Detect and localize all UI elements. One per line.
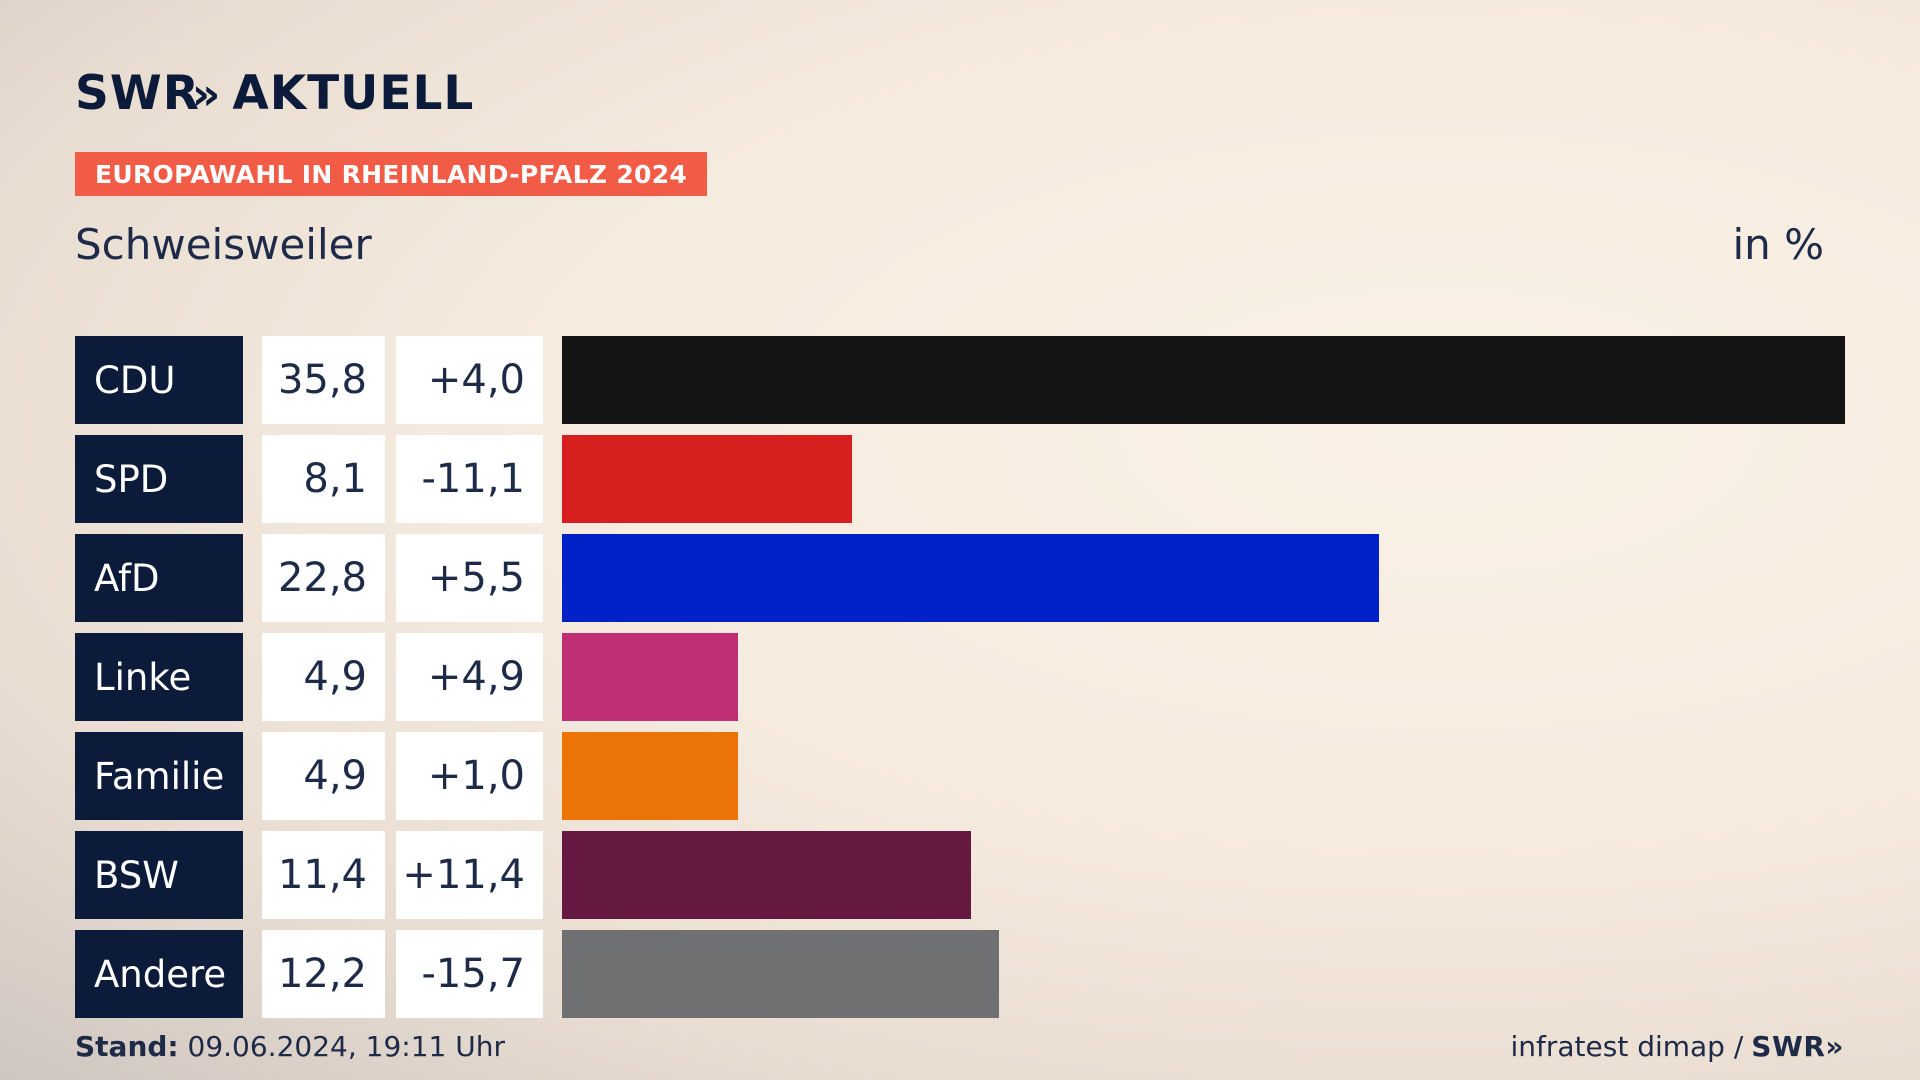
vote-change-value: +4,9 — [396, 633, 543, 721]
party-label: BSW — [75, 831, 243, 919]
vote-share-value: 4,9 — [262, 732, 385, 820]
source-credit: infratest dimap / SWR» — [1510, 1030, 1844, 1063]
party-label: AfD — [75, 534, 243, 622]
result-row-spd: SPD 8,1 -11,1 — [75, 435, 1845, 523]
swr-logo-small: SWR» — [1751, 1030, 1844, 1063]
vote-change-value: +4,0 — [396, 336, 543, 424]
result-row-linke: Linke 4,9 +4,9 — [75, 633, 1845, 721]
bar-spd — [562, 435, 852, 523]
result-row-bsw: BSW 11,4 +11,4 — [75, 831, 1845, 919]
swr-aktuell-logo: SWR» AKTUELL — [75, 66, 474, 121]
result-row-andere: Andere 12,2 -15,7 — [75, 930, 1845, 1018]
bar-bsw — [562, 831, 971, 919]
bar-linke — [562, 633, 738, 721]
logo-text: AKTUELL — [232, 66, 475, 121]
party-label: Andere — [75, 930, 243, 1018]
bar-familie — [562, 732, 738, 820]
election-tag: EUROPAWAHL IN RHEINLAND-PFALZ 2024 — [75, 152, 708, 196]
party-label: CDU — [75, 336, 243, 424]
vote-change-value: +5,5 — [396, 534, 543, 622]
vote-share-value: 8,1 — [262, 435, 385, 523]
result-row-afd: AfD 22,8 +5,5 — [75, 534, 1845, 622]
vote-change-value: +11,4 — [396, 831, 543, 919]
location-title: Schweisweiler — [75, 220, 372, 269]
unit-label: in % — [1732, 220, 1824, 269]
party-label: SPD — [75, 435, 243, 523]
timestamp: Stand: 09.06.2024, 19:11 Uhr — [75, 1030, 505, 1063]
vote-change-value: +1,0 — [396, 732, 543, 820]
bar-cdu — [562, 336, 1845, 424]
bar-afd — [562, 534, 1379, 622]
vote-share-value: 11,4 — [262, 831, 385, 919]
vote-share-value: 22,8 — [262, 534, 385, 622]
party-label: Familie — [75, 732, 243, 820]
vote-change-value: -15,7 — [396, 930, 543, 1018]
vote-share-value: 12,2 — [262, 930, 385, 1018]
vote-change-value: -11,1 — [396, 435, 543, 523]
result-row-familie: Familie 4,9 +1,0 — [75, 732, 1845, 820]
bar-andere — [562, 930, 999, 1018]
result-row-cdu: CDU 35,8 +4,0 — [75, 336, 1845, 424]
vote-share-value: 35,8 — [262, 336, 385, 424]
party-label: Linke — [75, 633, 243, 721]
logo-brand: SWR» — [75, 66, 221, 121]
vote-share-value: 4,9 — [262, 633, 385, 721]
